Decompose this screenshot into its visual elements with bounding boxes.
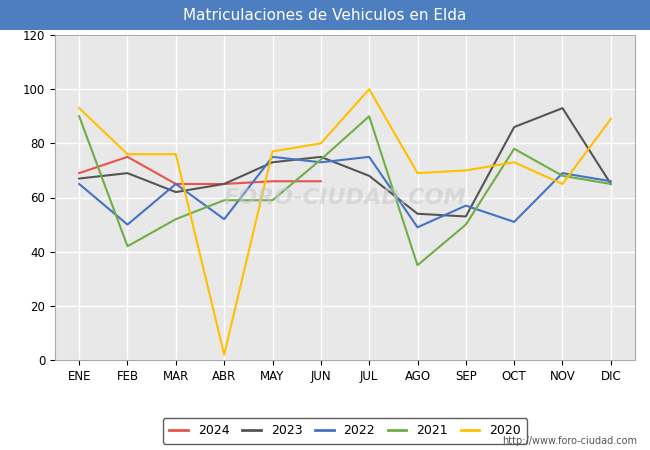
2020 bbox=[317, 141, 325, 146]
2023 bbox=[172, 189, 180, 195]
2021 bbox=[172, 216, 180, 222]
2023 bbox=[607, 181, 615, 187]
2023 bbox=[75, 176, 83, 181]
2020 bbox=[268, 149, 276, 154]
2021 bbox=[413, 262, 421, 268]
Text: Matriculaciones de Vehiculos en Elda: Matriculaciones de Vehiculos en Elda bbox=[183, 8, 467, 22]
Legend: 2024, 2023, 2022, 2021, 2020: 2024, 2023, 2022, 2021, 2020 bbox=[162, 418, 527, 444]
Text: FORO-CIUDAD.COM: FORO-CIUDAD.COM bbox=[224, 188, 466, 207]
2024 bbox=[317, 179, 325, 184]
2020 bbox=[510, 160, 518, 165]
2020 bbox=[124, 152, 131, 157]
2023 bbox=[558, 105, 566, 111]
2020 bbox=[172, 152, 180, 157]
2022 bbox=[172, 181, 180, 187]
2024 bbox=[75, 171, 83, 176]
2021 bbox=[462, 222, 470, 227]
Text: http://www.foro-ciudad.com: http://www.foro-ciudad.com bbox=[502, 436, 637, 446]
2022 bbox=[607, 179, 615, 184]
2021 bbox=[558, 173, 566, 179]
2021 bbox=[607, 181, 615, 187]
2022 bbox=[317, 160, 325, 165]
2021 bbox=[268, 198, 276, 203]
2023 bbox=[268, 160, 276, 165]
2021 bbox=[317, 157, 325, 162]
Line: 2021: 2021 bbox=[79, 116, 611, 265]
2024 bbox=[172, 181, 180, 187]
2022 bbox=[220, 216, 228, 222]
2022 bbox=[75, 181, 83, 187]
2020 bbox=[607, 116, 615, 122]
2023 bbox=[462, 214, 470, 219]
2023 bbox=[510, 124, 518, 130]
Line: 2024: 2024 bbox=[79, 157, 321, 184]
2023 bbox=[365, 173, 373, 179]
Line: 2020: 2020 bbox=[79, 89, 611, 355]
2020 bbox=[558, 181, 566, 187]
2023 bbox=[413, 211, 421, 216]
2022 bbox=[462, 203, 470, 208]
2022 bbox=[268, 154, 276, 160]
2020 bbox=[75, 105, 83, 111]
Line: 2023: 2023 bbox=[79, 108, 611, 216]
2022 bbox=[124, 222, 131, 227]
2022 bbox=[365, 154, 373, 160]
2021 bbox=[510, 146, 518, 152]
2020 bbox=[365, 86, 373, 92]
Line: 2022: 2022 bbox=[79, 157, 611, 227]
2023 bbox=[124, 171, 131, 176]
2024 bbox=[220, 181, 228, 187]
2023 bbox=[317, 154, 325, 160]
2022 bbox=[413, 225, 421, 230]
2023 bbox=[220, 181, 228, 187]
2021 bbox=[220, 198, 228, 203]
2022 bbox=[510, 219, 518, 225]
2021 bbox=[124, 243, 131, 249]
2024 bbox=[124, 154, 131, 160]
2020 bbox=[413, 171, 421, 176]
2021 bbox=[365, 113, 373, 119]
2022 bbox=[558, 171, 566, 176]
2020 bbox=[462, 168, 470, 173]
2021 bbox=[75, 113, 83, 119]
2020 bbox=[220, 352, 228, 357]
2024 bbox=[268, 179, 276, 184]
